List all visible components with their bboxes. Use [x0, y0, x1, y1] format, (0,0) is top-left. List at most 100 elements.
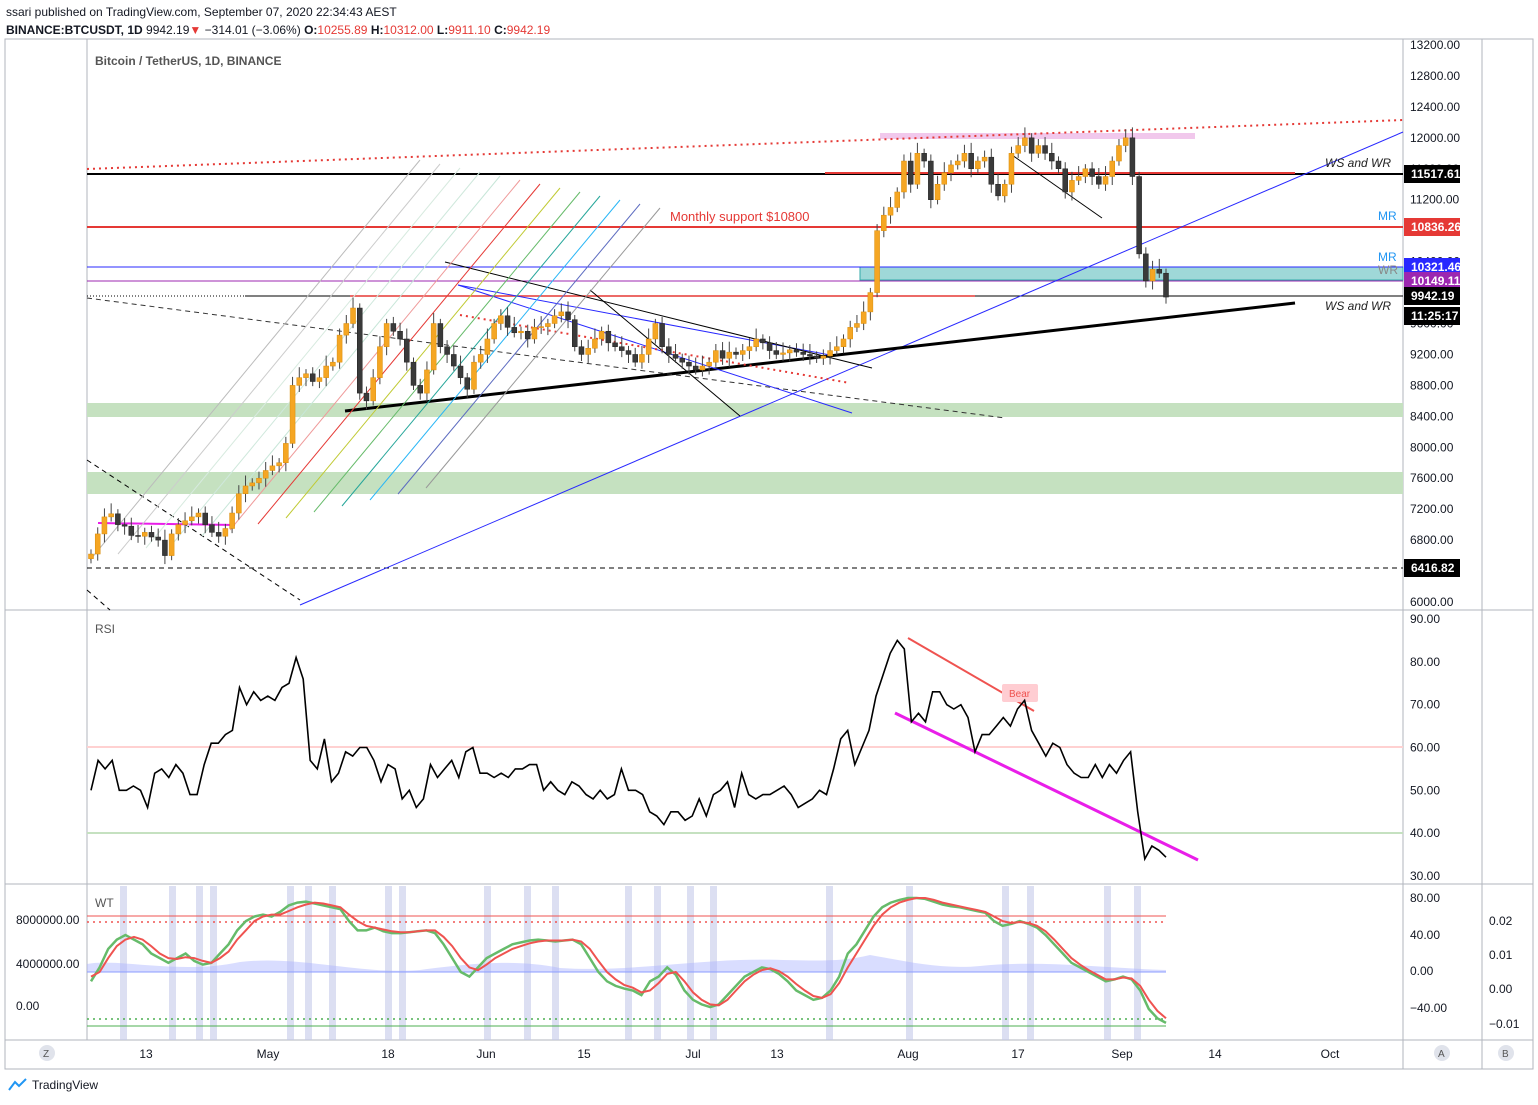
wt-band	[305, 886, 312, 1040]
candle	[94, 527, 101, 561]
price-tick: 11200.00	[1410, 193, 1459, 207]
price-tick: 8000.00	[1410, 440, 1454, 454]
wt-band	[524, 886, 531, 1040]
time-tick: 14	[1208, 1047, 1222, 1061]
candle	[484, 328, 491, 363]
down-arrow-icon: ▼	[189, 23, 202, 37]
candle	[471, 355, 477, 394]
candle	[88, 549, 94, 564]
candle	[182, 512, 188, 534]
high-label: H:	[370, 23, 384, 37]
candle	[699, 355, 706, 377]
candle	[1136, 171, 1142, 259]
fan-line	[397, 203, 641, 495]
auto-scale-button[interactable]	[1434, 1045, 1450, 1061]
fan-line	[229, 179, 521, 531]
wt-histogram	[87, 955, 1166, 972]
candle	[404, 328, 410, 371]
axis-corner-buttons[interactable]: Z A B	[39, 1045, 1514, 1061]
candles	[88, 127, 1169, 565]
candle	[397, 322, 403, 346]
candle	[430, 313, 437, 375]
candle	[793, 343, 800, 357]
candle	[363, 386, 370, 410]
rsi-axis[interactable]: 90.00 80.00 70.00 60.00 50.00 40.00 30.00	[1410, 612, 1440, 883]
rsi-pane[interactable]: RSI Bear 90.00 80.00 70.00 60.00 50.00 40.00 3…	[87, 612, 1440, 883]
wt-red-line	[90, 897, 1167, 1020]
time-tick: Oct	[1321, 1047, 1340, 1061]
candle	[719, 342, 726, 365]
candle	[921, 148, 927, 168]
price-tick: 12000.00	[1410, 131, 1460, 145]
candle	[491, 318, 497, 344]
candle	[1015, 137, 1021, 158]
candle	[451, 345, 457, 371]
candle	[330, 357, 336, 371]
candle	[632, 347, 638, 367]
time-tick: 17	[1011, 1047, 1025, 1061]
candle	[195, 508, 202, 524]
publish-info: ssari published on TradingView.com, Sept…	[6, 5, 397, 19]
candle	[262, 461, 269, 487]
price-pane[interactable]: Bitcoin / TetherUS, 1D, BINANCE Monthly …	[86, 38, 1461, 611]
candle	[242, 475, 249, 503]
wt-band	[552, 886, 559, 1040]
wr-label: WR	[1378, 263, 1398, 277]
candle	[975, 156, 981, 174]
candle	[155, 528, 161, 547]
wt-band	[169, 886, 176, 1040]
candle	[645, 328, 652, 363]
wt-right-tick-b: 0.01	[1489, 948, 1513, 962]
price-tick: 9200.00	[1410, 347, 1454, 361]
candle	[1089, 162, 1095, 186]
candle	[907, 152, 914, 193]
candle	[733, 347, 739, 360]
open-label: O:	[304, 23, 318, 37]
candle	[531, 318, 538, 344]
chart-canvas[interactable]: Bitcoin / TetherUS, 1D, BINANCE Monthly …	[0, 0, 1538, 1070]
rsi-tick: 90.00	[1410, 612, 1440, 626]
fib-fan	[89, 159, 661, 561]
scale-settings-button[interactable]	[1498, 1045, 1514, 1061]
candle	[592, 328, 598, 353]
candle	[760, 334, 766, 350]
black-support-trendline	[344, 301, 1296, 413]
wt-band	[906, 886, 913, 1040]
fan-line	[201, 175, 501, 537]
candle	[598, 326, 605, 346]
wt-band	[120, 886, 127, 1040]
time-axis[interactable]: 13 May 18 Jun 15 Jul 13 Aug 17 Sep 14 Oct	[139, 1047, 1340, 1061]
zoom-button[interactable]	[39, 1045, 55, 1061]
candle	[787, 345, 793, 362]
candle	[558, 303, 565, 323]
candle	[941, 162, 948, 191]
candle	[249, 478, 255, 491]
wt-right-axis[interactable]: 80.00 40.00 0.00 −40.00 0.02 0.01 0.00 −0.01	[1410, 891, 1520, 1031]
rsi-title: RSI	[95, 622, 115, 636]
candle	[269, 455, 276, 476]
candle	[511, 316, 518, 338]
svg-text:A: A	[1438, 1049, 1445, 1060]
candle	[1075, 166, 1082, 186]
candle	[954, 154, 961, 170]
wt-pane[interactable]: WT 8000000.00 4000000.00 0.00 80.00 40.00 0.…	[16, 886, 1520, 1040]
candle	[652, 318, 659, 344]
svg-text:Z: Z	[43, 1049, 49, 1060]
candle	[894, 187, 900, 213]
wt-band	[399, 886, 406, 1040]
candle	[605, 324, 612, 352]
candle	[1143, 247, 1149, 288]
wt-band	[625, 886, 632, 1040]
candle	[357, 303, 363, 400]
fan-line	[173, 171, 481, 543]
candle	[874, 224, 880, 298]
wt-band	[1134, 886, 1141, 1040]
fan-line	[145, 167, 461, 549]
candle	[1116, 138, 1122, 166]
mr-label-2: MR	[1378, 250, 1397, 264]
fan-line	[425, 207, 661, 489]
candle	[410, 357, 417, 391]
candle	[867, 287, 874, 321]
candle	[572, 314, 578, 352]
candle	[672, 344, 679, 363]
